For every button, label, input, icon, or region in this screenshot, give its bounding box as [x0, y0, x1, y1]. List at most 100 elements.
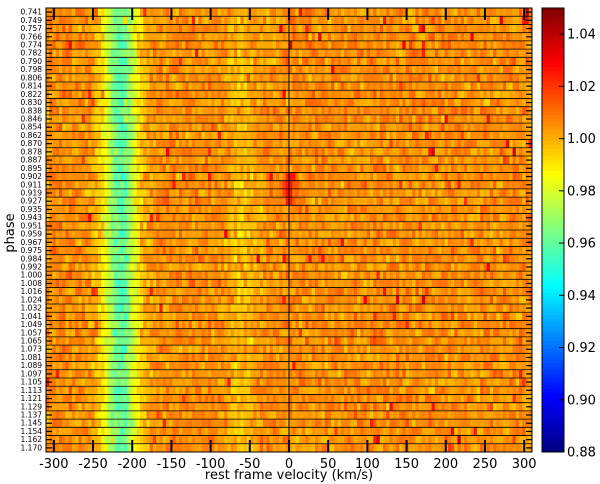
heatmap-cell: [220, 147, 225, 157]
heatmap-cell: [318, 254, 322, 264]
heatmap-cell: [334, 205, 338, 214]
heatmap-cell: [172, 147, 176, 157]
heatmap-cell: [110, 254, 115, 264]
heatmap-cell: [379, 213, 384, 223]
heatmap-cell: [143, 8, 147, 17]
heatmap-cell: [363, 24, 368, 34]
heatmap-cell: [240, 49, 245, 58]
heatmap-cell: [243, 230, 248, 239]
heatmap-cell: [185, 131, 189, 140]
heatmap-cell: [447, 221, 452, 231]
heatmap-cell: [360, 114, 364, 124]
heatmap-cell: [146, 271, 151, 280]
heatmap-cell: [178, 230, 183, 239]
heatmap-cell: [62, 131, 66, 140]
heatmap-cell: [483, 188, 488, 198]
heatmap-cell: [340, 32, 345, 42]
heatmap-cell: [243, 49, 248, 58]
heatmap-cell: [91, 180, 95, 190]
heatmap-cell: [159, 123, 164, 132]
heatmap-cell: [489, 254, 494, 264]
heatmap-cell: [324, 65, 329, 75]
heatmap-cell: [237, 230, 241, 239]
heatmap-cell: [324, 24, 329, 34]
heatmap-cell: [185, 213, 189, 223]
heatmap-cell: [366, 90, 371, 99]
heatmap-cell: [431, 180, 436, 190]
heatmap-cell: [489, 65, 494, 75]
heatmap-cell: [489, 123, 494, 132]
heatmap-cell: [198, 8, 202, 17]
heatmap-cell: [327, 172, 332, 182]
heatmap-cell: [454, 24, 458, 34]
heatmap-cell: [68, 279, 73, 288]
heatmap-cell: [334, 172, 338, 182]
heatmap-cell: [55, 82, 60, 91]
heatmap-cell: [220, 57, 225, 66]
heatmap-cell: [321, 213, 326, 223]
heatmap-cell: [211, 131, 215, 140]
heatmap-cell: [259, 16, 264, 25]
heatmap-cell: [220, 106, 225, 116]
heatmap-cell: [107, 98, 112, 108]
heatmap-cell: [272, 147, 277, 157]
heatmap-cell: [162, 123, 167, 132]
heatmap-cell: [240, 230, 245, 239]
heatmap-cell: [227, 230, 232, 239]
heatmap-cell: [256, 230, 261, 239]
heatmap-cell: [463, 254, 468, 264]
heatmap-cell: [139, 139, 144, 149]
heatmap-cell: [405, 123, 410, 132]
heatmap-cell: [127, 98, 131, 108]
heatmap-cell: [486, 24, 491, 34]
heatmap-cell: [489, 188, 494, 198]
heatmap-cell: [169, 271, 173, 280]
heatmap-cell: [233, 49, 238, 58]
heatmap-cell: [81, 90, 86, 99]
heatmap-cell: [483, 49, 488, 58]
heatmap-cell: [91, 230, 95, 239]
heatmap-cell: [402, 24, 407, 34]
heatmap-cell: [169, 188, 173, 198]
heatmap-cell: [486, 180, 491, 190]
heatmap-cell: [421, 49, 426, 58]
heatmap-cell: [52, 246, 57, 256]
heatmap-cell: [376, 156, 381, 165]
heatmap-cell: [441, 114, 445, 124]
heatmap-cell: [395, 221, 400, 231]
heatmap-cell: [71, 90, 76, 99]
heatmap-cell: [486, 16, 491, 25]
heatmap-cell: [408, 147, 413, 157]
heatmap-cell: [447, 262, 452, 272]
heatmap-cell: [392, 8, 397, 17]
heatmap-cell: [457, 221, 462, 231]
heatmap-cell: [386, 24, 390, 34]
heatmap-cell: [91, 73, 95, 83]
heatmap-cell: [250, 246, 254, 256]
heatmap-cell: [162, 98, 167, 108]
heatmap-cell: [75, 131, 79, 140]
heatmap-cell: [321, 230, 326, 239]
heatmap-cell: [55, 24, 60, 34]
heatmap-cell: [91, 32, 95, 42]
heatmap-cell: [512, 254, 517, 264]
heatmap-cell: [237, 82, 241, 91]
heatmap-cell: [182, 123, 186, 132]
heatmap-cell: [389, 221, 394, 231]
heatmap-cell: [519, 262, 523, 272]
heatmap-cell: [421, 156, 426, 165]
heatmap-cell: [259, 82, 264, 91]
heatmap-cell: [376, 254, 381, 264]
heatmap-cell: [350, 156, 355, 165]
heatmap-cell: [382, 98, 387, 108]
heatmap-cell: [188, 246, 193, 256]
heatmap-cell: [350, 73, 355, 83]
heatmap-cell: [185, 139, 189, 149]
heatmap-cell: [434, 197, 439, 206]
heatmap-cell: [62, 197, 66, 206]
heatmap-cell: [295, 213, 300, 223]
heatmap-cell: [71, 139, 76, 149]
heatmap-cell: [493, 254, 497, 264]
heatmap-cell: [502, 238, 507, 247]
heatmap-cell: [298, 40, 303, 50]
